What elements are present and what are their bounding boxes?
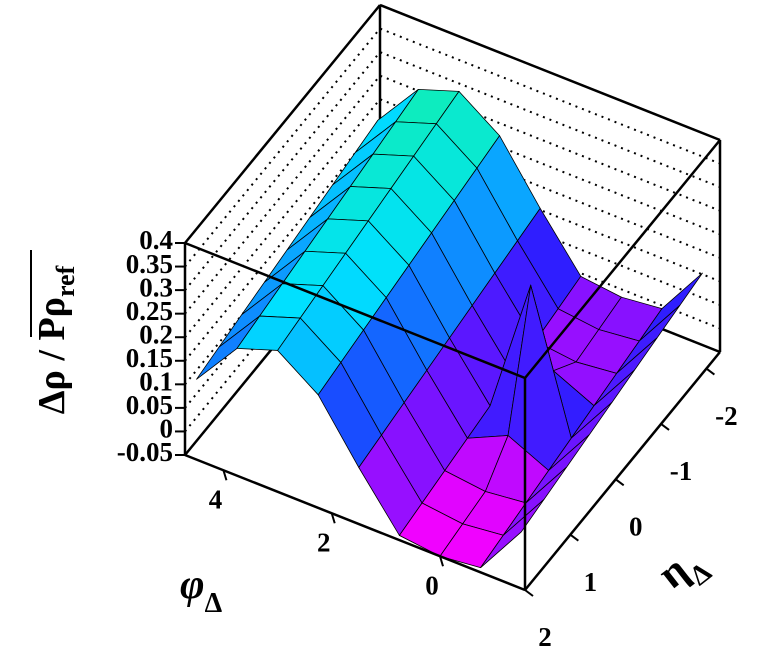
axes: -0.0500.050.10.150.20.250.30.350.4024-2-…: [117, 139, 738, 652]
z-tick-label: 0.25: [126, 296, 173, 326]
x-tick-label: 0: [425, 570, 439, 600]
z-title: Δρ / Pρref: [31, 265, 80, 414]
z-tick-label: 0.1: [139, 367, 173, 397]
z-title-main: Δρ / Pρ: [31, 297, 73, 414]
box-edge: [524, 139, 721, 379]
x-tick-label: 2: [317, 527, 331, 557]
y-tick-label: 1: [584, 567, 598, 597]
box-edge: [184, 241, 526, 380]
y-tick: [615, 478, 625, 487]
x-title: φΔ: [180, 562, 223, 619]
x-tick: [222, 469, 228, 481]
x-title-sub: Δ: [205, 588, 223, 619]
z-title-sub: ref: [51, 265, 80, 297]
z-tick-label: 0.15: [126, 343, 173, 373]
z-tick-label: 0: [160, 414, 174, 444]
y-tick: [569, 533, 579, 542]
z-tick-label: 0.3: [139, 272, 173, 302]
box-edge: [184, 4, 381, 244]
z-tick-label: -0.05: [117, 437, 173, 467]
x-tick: [439, 555, 444, 567]
z-title-group: Δρ / Pρref: [30, 250, 80, 414]
z-tick-label: 0.05: [126, 390, 173, 420]
x-title-main: φ: [180, 562, 205, 608]
z-tick-label: 0.2: [139, 319, 173, 349]
surface-cell: [480, 499, 545, 568]
y-tick-label: -1: [670, 456, 693, 486]
y-tick-label: 0: [629, 512, 643, 542]
y-tick: [705, 367, 715, 376]
y-tick: [660, 423, 670, 431]
z-tick-label: 0.4: [139, 225, 173, 255]
y-tick: [524, 589, 534, 597]
y-title: ηΔ: [650, 536, 718, 607]
surface: [196, 88, 703, 569]
y-tick-label: -2: [715, 401, 738, 431]
x-tick: [330, 512, 336, 524]
z-tick-label: 0.35: [126, 249, 173, 279]
box-edge: [184, 453, 526, 592]
box-edge: [524, 351, 721, 591]
x-tick-label: 4: [209, 484, 223, 514]
y-tick-label: 2: [538, 622, 552, 652]
